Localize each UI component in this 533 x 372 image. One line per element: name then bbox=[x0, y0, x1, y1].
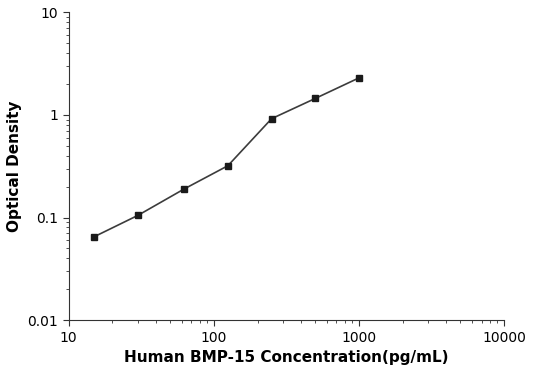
Y-axis label: Optical Density: Optical Density bbox=[7, 100, 22, 232]
X-axis label: Human BMP-15 Concentration(pg/mL): Human BMP-15 Concentration(pg/mL) bbox=[124, 350, 449, 365]
